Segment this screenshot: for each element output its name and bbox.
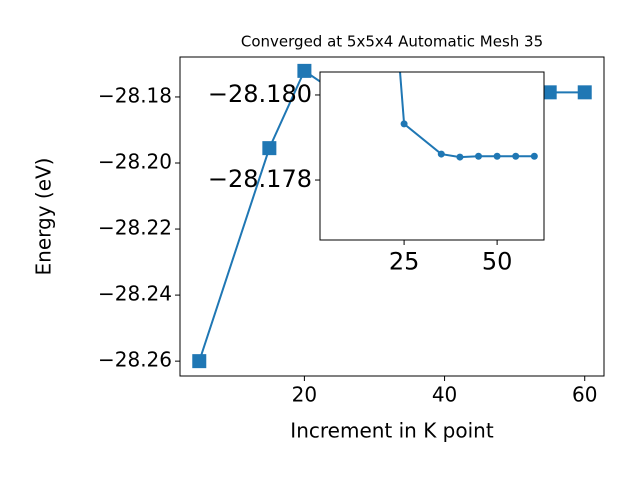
x-tick-label: 40 [432,383,457,407]
y-tick-label: −28.20 [98,150,172,174]
chart-title: Converged at 5x5x4 Automatic Mesh 35 [241,33,543,51]
y-tick-label: −28.18 [98,83,172,107]
plot-area [399,72,538,161]
marker [530,152,538,160]
marker [512,152,520,160]
y-axis-label: Energy (eV) [32,158,56,276]
y-tick-label: −28.22 [98,216,172,240]
marker [577,85,592,100]
x-tick-label: 20 [292,383,317,407]
x-tick-label: 50 [482,247,513,275]
marker [475,152,483,160]
axes-frame [179,56,605,377]
marker [542,85,557,100]
y-tick-label: −28.24 [98,282,172,306]
y-tick-label: −28.178 [208,165,312,193]
marker [493,152,501,160]
y-tick-label: −28.180 [208,80,312,108]
marker [262,141,277,156]
x-tick-label: 60 [572,383,597,407]
axes-frame [319,71,545,241]
marker [297,63,312,78]
marker [192,354,207,369]
y-tick-label: −28.26 [98,348,172,372]
marker [400,120,408,128]
x-axis-label: Increment in K point [290,419,494,443]
marker [456,153,464,161]
x-tick-label: 25 [389,247,420,275]
marker [437,150,445,158]
